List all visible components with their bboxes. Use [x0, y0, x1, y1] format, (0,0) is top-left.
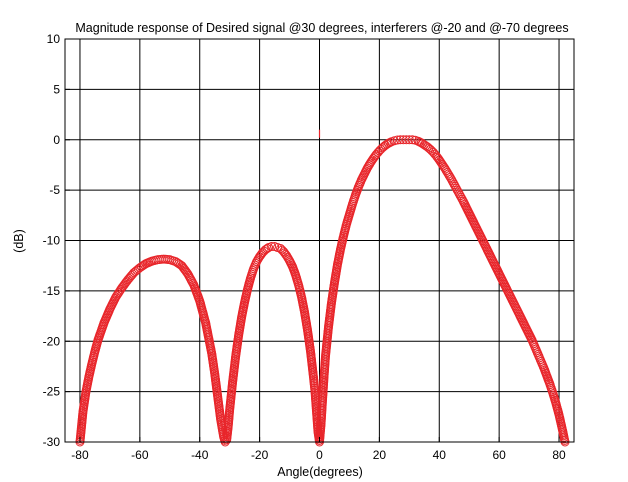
data-point	[419, 140, 429, 150]
data-point	[438, 161, 448, 171]
x-axis-label: Angle(degrees)	[277, 465, 362, 479]
data-point	[172, 258, 182, 268]
data-point	[425, 144, 435, 154]
x-tick-label: 60	[492, 448, 506, 462]
x-axis-ticks: -80 -60 -40 -20 0 20 40 60 80	[71, 437, 566, 462]
data-point	[427, 146, 437, 156]
y-tick-label: -25	[43, 385, 61, 399]
data-point	[398, 135, 408, 145]
data-point	[395, 135, 405, 145]
y-tick-label: -5	[49, 183, 60, 197]
data-point	[133, 264, 143, 274]
y-tick-label: -15	[43, 284, 61, 298]
data-point	[267, 242, 277, 252]
data-series	[75, 129, 570, 447]
data-point	[437, 159, 447, 169]
chart-title: Magnitude response of Desired signal @30…	[75, 21, 568, 35]
data-point	[261, 245, 271, 255]
data-point	[404, 135, 414, 145]
y-axis-ticks: 10 5 0 -5 -10 -15 -20 -25 -30	[43, 32, 70, 449]
y-tick-label: -20	[43, 334, 61, 348]
x-tick-label: 40	[433, 448, 447, 462]
y-tick-label: -30	[43, 435, 61, 449]
y-axis-label: (dB)	[12, 229, 26, 253]
data-point	[401, 135, 411, 145]
data-point	[418, 139, 428, 149]
y-tick-label: 0	[53, 133, 60, 147]
x-tick-label: -60	[131, 448, 149, 462]
y-tick-label: -10	[43, 234, 61, 248]
x-tick-label: -20	[251, 448, 269, 462]
data-point	[373, 148, 383, 158]
x-tick-label: 0	[316, 448, 323, 462]
x-tick-label: -40	[191, 448, 209, 462]
x-tick-label: 80	[552, 448, 566, 462]
data-point	[392, 135, 402, 145]
y-tick-label: 10	[47, 32, 61, 46]
data-point	[281, 249, 291, 259]
y-tick-label: 5	[53, 82, 60, 96]
x-tick-label: 20	[373, 448, 387, 462]
x-tick-label: -80	[71, 448, 89, 462]
